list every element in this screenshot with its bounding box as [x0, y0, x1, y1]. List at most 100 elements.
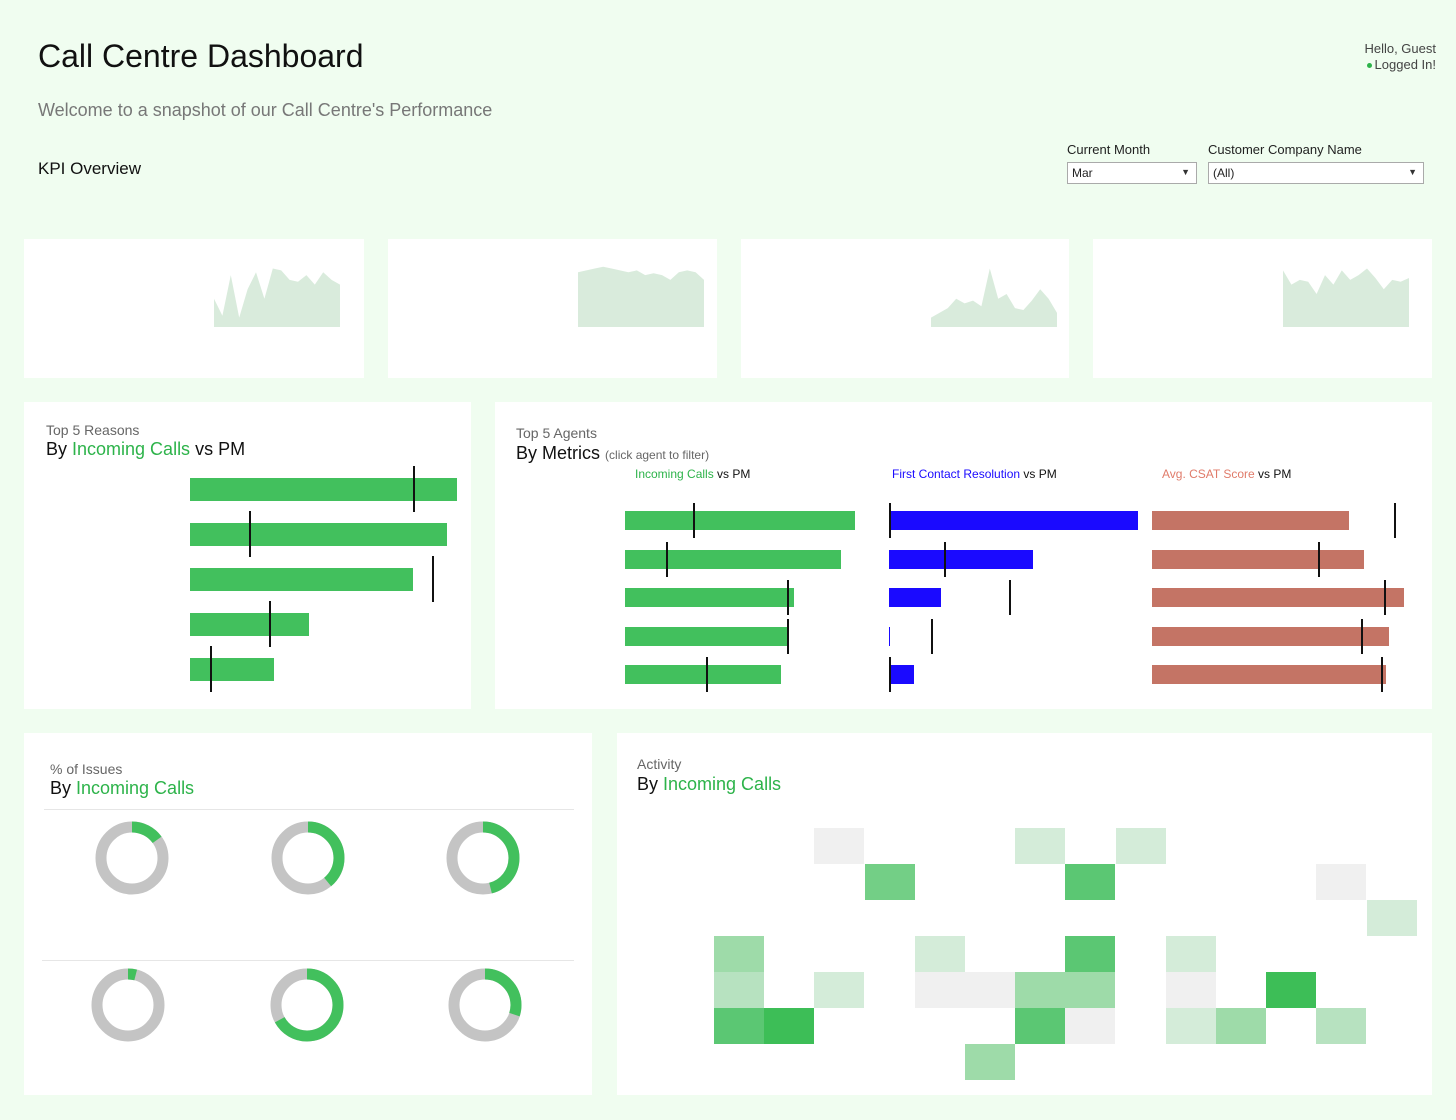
divider: [42, 960, 574, 961]
agent-csat-bar[interactable]: [1152, 511, 1349, 530]
metric-header-csat: Avg. CSAT Score vs PM: [1162, 467, 1291, 481]
agent-calls-bar[interactable]: [625, 549, 842, 569]
heatmap-cell[interactable]: [1015, 828, 1066, 864]
heatmap-cell[interactable]: [714, 972, 764, 1008]
reason-pm-marker: [269, 601, 272, 647]
heatmap-cell[interactable]: [1266, 972, 1317, 1008]
issue-donut[interactable]: [269, 967, 345, 1043]
reason-bar[interactable]: [190, 568, 413, 591]
heatmap-cell[interactable]: [714, 936, 764, 972]
reason-bar[interactable]: [190, 613, 309, 636]
heatmap-cell[interactable]: [1316, 864, 1367, 900]
kpi-sparkline: [931, 268, 1057, 327]
reason-bar[interactable]: [190, 658, 275, 681]
donut-chart: [271, 821, 345, 895]
kpi-card: [388, 239, 717, 378]
reason-pm-marker: [249, 511, 252, 557]
heatmap-cell[interactable]: [1165, 1008, 1216, 1044]
kpi-delta: [69, 334, 75, 352]
agent-calls-bar[interactable]: [625, 511, 855, 530]
heatmap-cell[interactable]: [1165, 936, 1216, 972]
kpi-card: [24, 239, 364, 378]
donut-chart: [446, 821, 520, 895]
agent-csat-bar[interactable]: [1152, 549, 1364, 569]
title-prefix: By: [46, 439, 73, 459]
heatmap-cell[interactable]: [914, 972, 965, 1008]
metric-name: Avg. CSAT Score: [1162, 467, 1255, 481]
heatmap-cell[interactable]: [965, 972, 1015, 1008]
metric-vs: vs PM: [1020, 467, 1057, 481]
heatmap-cell[interactable]: [1015, 1008, 1066, 1044]
agent-calls-pm-marker: [692, 503, 695, 538]
activity-card: Activity By Incoming Calls: [617, 733, 1432, 1095]
current-month-value: Mar: [1072, 166, 1093, 180]
top-agents-title: By Metrics (click agent to filter): [516, 443, 709, 464]
agent-fcr-bar[interactable]: [889, 549, 1034, 569]
heatmap-cell[interactable]: [814, 972, 865, 1008]
activity-small-title: Activity: [637, 756, 682, 772]
company-name-select[interactable]: (All) ▼: [1208, 162, 1424, 184]
agent-csat-pm-marker: [1393, 503, 1396, 538]
donut-slice: [448, 968, 522, 1042]
heatmap-cell[interactable]: [1316, 1008, 1367, 1044]
reason-bar[interactable]: [190, 478, 457, 501]
issue-donut[interactable]: [445, 820, 521, 896]
top-reasons-small-title: Top 5 Reasons: [46, 422, 140, 438]
chevron-down-icon: ▼: [1181, 167, 1190, 177]
heatmap-cell[interactable]: [764, 1008, 815, 1044]
reason-pm-marker: [412, 466, 415, 512]
agent-calls-bar[interactable]: [625, 626, 788, 646]
title-prefix: By: [50, 778, 77, 798]
agent-csat-pm-marker: [1381, 657, 1384, 692]
heatmap-cell[interactable]: [1216, 1008, 1266, 1044]
heatmap-cell[interactable]: [914, 936, 965, 972]
issue-donut[interactable]: [90, 967, 166, 1043]
reason-bar[interactable]: [190, 523, 448, 546]
donut-chart: [448, 968, 522, 1042]
heatmap-cell[interactable]: [1065, 936, 1116, 972]
donut-chart: [270, 968, 344, 1042]
title-prefix: By: [637, 774, 664, 794]
heatmap-cell[interactable]: [1115, 828, 1166, 864]
heatmap-cell[interactable]: [1366, 900, 1417, 936]
agent-fcr-bar[interactable]: [889, 511, 1138, 530]
agent-calls-pm-marker: [665, 541, 668, 577]
kpi-sparkline: [578, 266, 704, 327]
title-highlight: Incoming Calls: [663, 774, 782, 794]
heatmap-cell[interactable]: [1065, 1008, 1116, 1044]
filter-hint: (click agent to filter): [605, 448, 710, 462]
donut-track: [91, 968, 165, 1042]
agent-csat-bar[interactable]: [1152, 588, 1404, 607]
issue-donut[interactable]: [94, 820, 170, 896]
agent-fcr-bar[interactable]: [889, 588, 942, 607]
agent-fcr-bar[interactable]: [889, 626, 890, 646]
issue-donut[interactable]: [270, 820, 346, 896]
current-month-select[interactable]: Mar ▼: [1067, 162, 1197, 184]
agent-calls-bar[interactable]: [625, 588, 795, 607]
heatmap-cell[interactable]: [1015, 972, 1066, 1008]
reason-pm-marker: [209, 646, 212, 692]
heatmap-cell[interactable]: [864, 864, 915, 900]
heatmap-cell[interactable]: [1065, 864, 1116, 900]
metric-name: First Contact Resolution: [892, 467, 1021, 481]
page-title: Call Centre Dashboard: [38, 38, 364, 74]
heatmap-cell[interactable]: [714, 1008, 764, 1044]
donut-slice: [91, 968, 165, 1042]
issue-donut[interactable]: [447, 967, 523, 1043]
agent-csat-bar[interactable]: [1152, 665, 1387, 684]
sparkline-area: [214, 268, 340, 327]
top-agents-card: Top 5 Agents By Metrics (click agent to …: [495, 402, 1432, 709]
heatmap-cell[interactable]: [1065, 972, 1116, 1008]
metric-vs: vs PM: [1254, 467, 1292, 481]
kpi-card: [1093, 239, 1432, 378]
heatmap-cell[interactable]: [965, 1044, 1015, 1080]
page-subtitle: Welcome to a snapshot of our Call Centre…: [38, 100, 493, 120]
agent-csat-bar[interactable]: [1152, 626, 1389, 646]
title-highlight: Incoming Calls: [76, 778, 195, 798]
agent-csat-pm-marker: [1361, 618, 1364, 654]
agent-fcr-bar[interactable]: [889, 665, 914, 684]
agent-calls-bar[interactable]: [625, 665, 781, 684]
heatmap-cell[interactable]: [1165, 972, 1216, 1008]
divider: [44, 809, 574, 810]
heatmap-cell[interactable]: [814, 828, 865, 864]
